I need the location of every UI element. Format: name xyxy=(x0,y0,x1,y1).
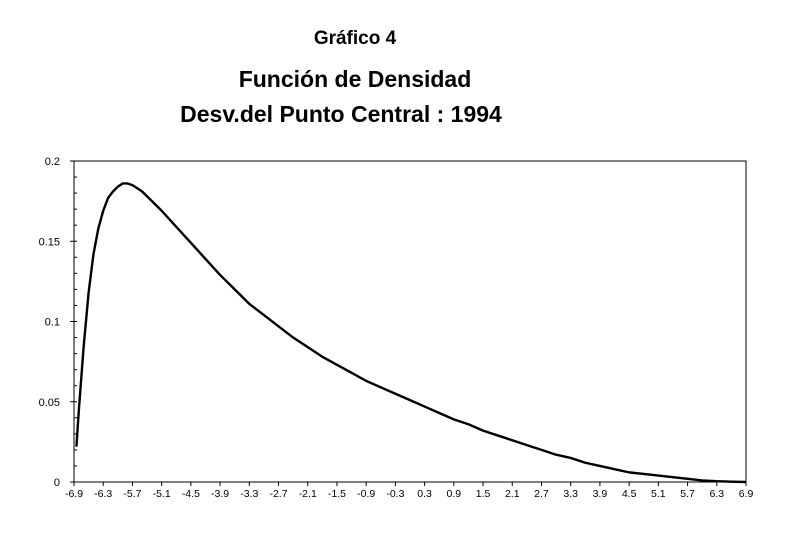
x-tick-label: 0.3 xyxy=(417,488,432,500)
y-tick-label: 0.15 xyxy=(39,236,60,248)
x-tick-label: 5.7 xyxy=(680,488,695,500)
x-tick-label: -0.3 xyxy=(386,488,404,500)
x-tick-label: 5.1 xyxy=(651,488,666,500)
x-tick-label: 4.5 xyxy=(622,488,637,500)
chart-title: Función de Densidad xyxy=(239,66,472,92)
y-tick-label: 0.1 xyxy=(45,317,60,329)
x-tick-label: -6.3 xyxy=(94,488,112,500)
x-tick-label: 1.5 xyxy=(476,488,491,500)
x-tick-label: -1.5 xyxy=(328,488,346,500)
plot-lines xyxy=(75,182,747,484)
density-line xyxy=(75,182,747,484)
x-tick-label: -2.1 xyxy=(299,488,317,500)
x-tick-label: -0.9 xyxy=(357,488,375,500)
x-tick-label: 0.9 xyxy=(447,488,462,500)
x-tick-label: 6.3 xyxy=(709,488,724,500)
y-tick-label: 0.05 xyxy=(39,397,60,409)
x-tick-label: -5.7 xyxy=(123,488,141,500)
y-tick-label: 0 xyxy=(54,477,60,489)
x-tick-label: -2.7 xyxy=(269,488,287,500)
x-tick-label: 2.1 xyxy=(505,488,520,500)
plot-frame xyxy=(73,160,747,483)
x-tick-label: -6.9 xyxy=(65,488,83,500)
y-tick-label: 0.2 xyxy=(45,156,60,168)
x-axis: -6.9 -6.3 -5.7 -5.1 -4.5 -3.9 -3.3 -2.7 -2.1 -1.5… xyxy=(65,482,753,500)
x-tick-label: -3.9 xyxy=(211,488,229,500)
figure-label: Gráfico 4 xyxy=(314,28,397,49)
x-tick-label: 6.9 xyxy=(739,488,754,500)
x-tick-label: 3.9 xyxy=(593,488,608,500)
chart-subtitle: Desv.del Punto Central : 1994 xyxy=(180,101,502,127)
x-tick-label: -3.3 xyxy=(240,488,258,500)
x-tick-label: -4.5 xyxy=(182,488,200,500)
y-axis: 0 0.05 0.1 0.15 0.2 xyxy=(39,156,77,489)
x-tick-label: 2.7 xyxy=(534,488,549,500)
x-tick-label: -5.1 xyxy=(153,488,171,500)
x-tick-label: 3.3 xyxy=(563,488,578,500)
